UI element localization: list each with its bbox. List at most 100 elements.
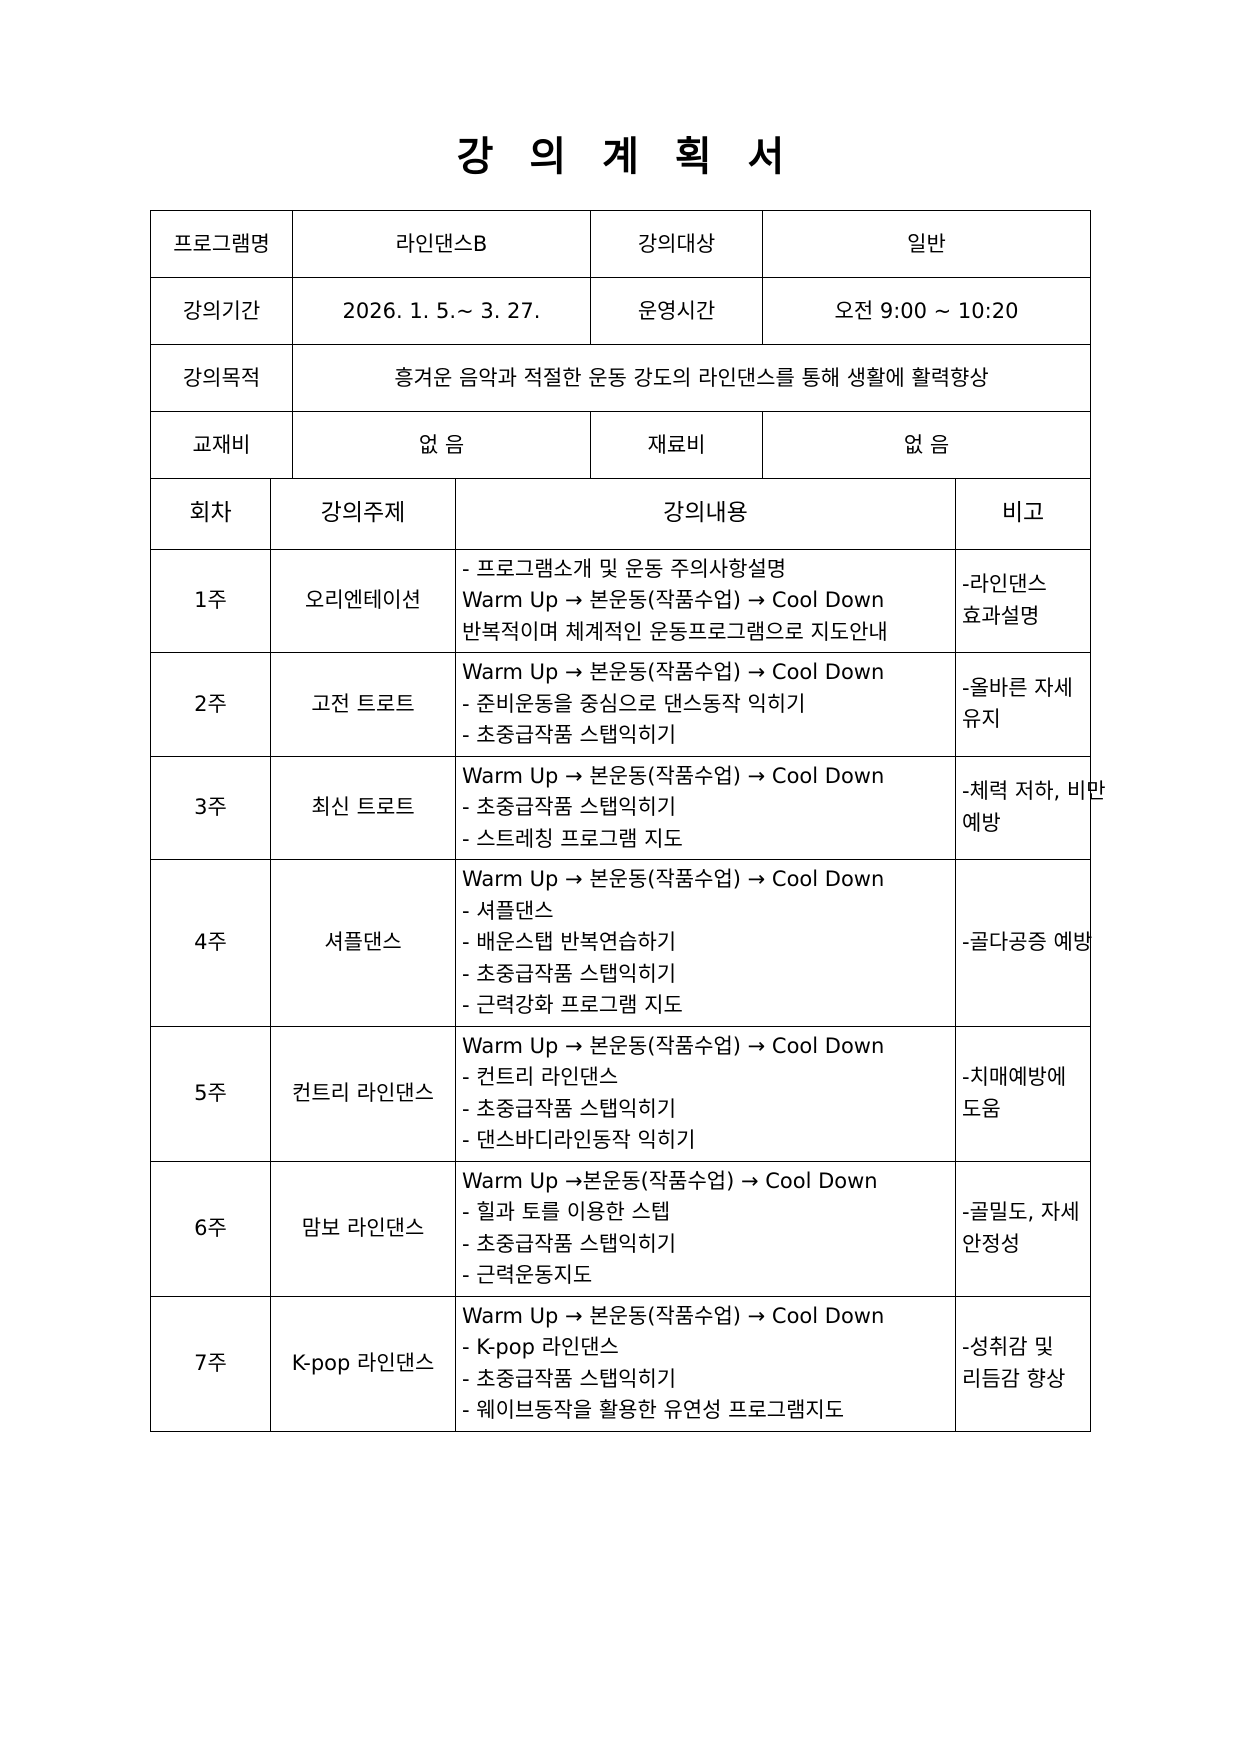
content-line: - 준비운동을 중심으로 댄스동작 익히기 bbox=[462, 691, 806, 716]
textbook-fee-label: 교재비 bbox=[150, 411, 293, 479]
content-line: - 초중급작품 스탭익히기 bbox=[462, 961, 677, 986]
table-row: 교재비 없 음 재료비 없 음 bbox=[150, 411, 1091, 479]
table-row: 2주 고전 트로트 Warm Up → 본운동(작품수업) → Cool Down … bbox=[150, 652, 1091, 757]
table-row: 1주 오리엔테이션 - 프로그램소개 및 운동 주의사항설명 Warm Up → 본… bbox=[150, 548, 1091, 653]
program-name-label: 프로그램명 bbox=[150, 210, 293, 278]
remark-line: -성취감 및 bbox=[962, 1335, 1054, 1359]
content-line: - 컨트리 라인댄스 bbox=[462, 1065, 619, 1089]
table-row: 강의기간 2026. 1. 5.~ 3. 27. 운영시간 오전 9:00 ~ … bbox=[150, 277, 1091, 345]
table-row: 4주 셔플댄스 Warm Up → 본운동(작품수업) → Cool Down - … bbox=[150, 859, 1093, 1027]
content-line: 반복적이며 체계적인 운동프로그램으로 지도안내 bbox=[462, 619, 888, 644]
content-line: - 초중급작품 스탭익히기 bbox=[462, 795, 677, 819]
content-line: - K-pop 라인댄스 bbox=[462, 1335, 619, 1359]
header-topic: 강의주제 bbox=[270, 477, 456, 550]
remark-line: 유지 bbox=[962, 707, 1001, 732]
operating-hours-value: 오전 9:00 ~ 10:20 bbox=[762, 277, 1091, 345]
table-row: 5주 컨트리 라인댄스 Warm Up → 본운동(작품수업) → Cool Dow… bbox=[150, 1025, 1091, 1162]
cell-content: Warm Up → 본운동(작품수업) → Cool Down - 컨트리 라인… bbox=[455, 1025, 956, 1162]
table-row: 프로그램명 라인댄스B 강의대상 일반 bbox=[150, 210, 1091, 278]
remark-line: 도움 bbox=[962, 1096, 1001, 1121]
cell-week: 2주 bbox=[150, 652, 271, 757]
content-line: Warm Up → 본운동(작품수업) → Cool Down bbox=[462, 1303, 885, 1328]
target-audience-value: 일반 bbox=[762, 210, 1091, 278]
content-line: - 프로그램소개 및 운동 주의사항설명 bbox=[462, 556, 787, 581]
cell-content: Warm Up → 본운동(작품수업) → Cool Down - 셔플댄스 -… bbox=[455, 859, 956, 1027]
course-info-table: 프로그램명 라인댄스B 강의대상 일반 강의기간 2026. 1. 5.~ 3.… bbox=[150, 210, 1091, 479]
content-line: - 초중급작품 스탭익히기 bbox=[462, 1366, 677, 1391]
cell-topic: 컨트리 라인댄스 bbox=[270, 1025, 456, 1162]
cell-week: 4주 bbox=[150, 859, 271, 1027]
header-content: 강의내용 bbox=[455, 477, 956, 550]
content-line: Warm Up → 본운동(작품수업) → Cool Down bbox=[462, 588, 885, 612]
remark-line: -골밀도, 자세 bbox=[962, 1200, 1080, 1224]
cell-topic: 셔플댄스 bbox=[270, 859, 456, 1027]
plan-body: 1주 오리엔테이션 - 프로그램소개 및 운동 주의사항설명 Warm Up → 본… bbox=[150, 548, 1106, 1432]
cell-content: - 프로그램소개 및 운동 주의사항설명 Warm Up → 본운동(작품수업)… bbox=[455, 548, 956, 653]
cell-topic: 맘보 라인댄스 bbox=[270, 1160, 456, 1297]
cell-remark: -라인댄스 효과설명 bbox=[955, 548, 1091, 653]
remark-line: 효과설명 bbox=[962, 603, 1040, 628]
material-fee-label: 재료비 bbox=[590, 411, 763, 479]
page-title: 강 의 계 획 서 bbox=[456, 134, 796, 180]
cell-remark: -치매예방에 도움 bbox=[955, 1025, 1091, 1162]
content-line: Warm Up → 본운동(작품수업) → Cool Down bbox=[462, 867, 885, 891]
content-line: - 웨이브동작을 활용한 유연성 프로그램지도 bbox=[462, 1398, 845, 1422]
table-row: 7주 K-pop 라인댄스 Warm Up → 본운동(작품수업) → Cool D… bbox=[150, 1295, 1091, 1432]
content-line: Warm Up → 본운동(작품수업) → Cool Down bbox=[462, 1033, 885, 1058]
textbook-fee-value: 없 음 bbox=[292, 411, 591, 479]
header-week: 회차 bbox=[150, 477, 271, 550]
content-line: Warm Up →본운동(작품수업) → Cool Down bbox=[462, 1168, 878, 1193]
program-name-value: 라인댄스B bbox=[292, 210, 591, 278]
table-row: 강의목적 흥겨운 음악과 적절한 운동 강도의 라인댄스를 통해 생활에 활력향… bbox=[150, 344, 1091, 412]
target-audience-label: 강의대상 bbox=[590, 210, 763, 278]
cell-topic: K-pop 라인댄스 bbox=[270, 1295, 456, 1432]
cell-content: Warm Up →본운동(작품수업) → Cool Down - 힐과 토를 이… bbox=[455, 1160, 956, 1297]
cell-content: Warm Up → 본운동(작품수업) → Cool Down - 준비운동을 … bbox=[455, 652, 956, 757]
cell-topic: 고전 트로트 bbox=[270, 652, 456, 757]
cell-content: Warm Up → 본운동(작품수업) → Cool Down - K-pop … bbox=[455, 1295, 956, 1432]
cell-remark: -골밀도, 자세 안정성 bbox=[955, 1160, 1091, 1297]
content-line: - 초중급작품 스탭익히기 bbox=[462, 1096, 677, 1121]
remark-line: -라인댄스 bbox=[962, 572, 1047, 597]
remark-line: -올바른 자세 bbox=[962, 675, 1073, 700]
content-line: Warm Up → 본운동(작품수업) → Cool Down bbox=[462, 660, 885, 684]
remark-line: 예방 bbox=[962, 810, 1001, 835]
content-line: - 배운스탭 반복연습하기 bbox=[462, 930, 677, 954]
header-remark: 비고 bbox=[955, 477, 1091, 550]
cell-remark: -올바른 자세 유지 bbox=[955, 652, 1091, 757]
cell-week: 3주 bbox=[150, 755, 271, 860]
content-line: Warm Up → 본운동(작품수업) → Cool Down bbox=[462, 763, 885, 788]
tables-container: 프로그램명 라인댄스B 강의대상 일반 강의기간 2026. 1. 5.~ 3.… bbox=[150, 179, 1106, 1432]
content-line: - 초중급작품 스탭익히기 bbox=[462, 1231, 677, 1256]
content-line: - 스트레칭 프로그램 지도 bbox=[462, 826, 683, 851]
remark-line: -체력 저하, 비만 bbox=[962, 779, 1106, 804]
content-line: - 셔플댄스 bbox=[462, 898, 554, 923]
cell-week: 5주 bbox=[150, 1025, 271, 1162]
purpose-value: 흥겨운 음악과 적절한 운동 강도의 라인댄스를 통해 생활에 활력향상 bbox=[292, 344, 1091, 412]
cell-week: 6주 bbox=[150, 1160, 271, 1297]
cell-week: 7주 bbox=[150, 1295, 271, 1432]
content-line: - 힐과 토를 이용한 스텝 bbox=[462, 1200, 671, 1224]
material-fee-value: 없 음 bbox=[762, 411, 1091, 479]
lesson-plan-table: 회차 강의주제 강의내용 비고 1주 오리엔테이션 - 프로그램소개 및 운동 주의… bbox=[150, 477, 1106, 1432]
cell-week: 1주 bbox=[150, 548, 271, 653]
course-period-label: 강의기간 bbox=[150, 277, 293, 345]
table-row: 3주 최신 트로트 Warm Up → 본운동(작품수업) → Cool Down … bbox=[150, 755, 1106, 860]
cell-remark: -골다공증 예방 bbox=[955, 859, 1093, 1027]
content-line: - 댄스바디라인동작 익히기 bbox=[462, 1128, 696, 1152]
plan-header-row: 회차 강의주제 강의내용 비고 bbox=[150, 477, 1091, 550]
remark-line: -골다공증 예방 bbox=[962, 930, 1093, 954]
table-row: 6주 맘보 라인댄스 Warm Up →본운동(작품수업) → Cool Down … bbox=[150, 1160, 1091, 1297]
course-period-value: 2026. 1. 5.~ 3. 27. bbox=[292, 277, 591, 345]
remark-line: 안정성 bbox=[962, 1231, 1020, 1256]
content-line: - 근력운동지도 bbox=[462, 1263, 593, 1287]
cell-remark: -성취감 및 리듬감 향상 bbox=[955, 1295, 1091, 1432]
purpose-label: 강의목적 bbox=[150, 344, 293, 412]
cell-content: Warm Up → 본운동(작품수업) → Cool Down - 초중급작품 … bbox=[455, 755, 956, 860]
remark-line: 리듬감 향상 bbox=[962, 1366, 1066, 1391]
content-line: - 초중급작품 스탭익히기 bbox=[462, 723, 677, 747]
remark-line: -치매예방에 bbox=[962, 1065, 1067, 1089]
content-line: - 근력강화 프로그램 지도 bbox=[462, 993, 683, 1017]
